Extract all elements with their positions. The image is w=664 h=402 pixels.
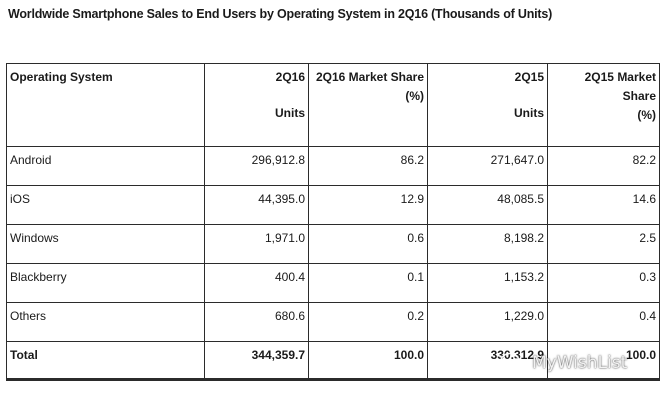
header-2q15-units: 2Q15 Units <box>427 63 548 147</box>
total-2q15-units: 330,312.9 <box>427 341 548 381</box>
header-2q16-share: 2Q16 Market Share (%) <box>308 63 428 147</box>
cell-2q16-units: 1,971.0 <box>204 224 309 264</box>
cell-2q16-units: 680.6 <box>204 302 309 342</box>
header-2q15-share: 2Q15 Market Share (%) <box>547 63 660 147</box>
cell-2q15-share: 14.6 <box>547 185 660 225</box>
cell-2q15-share: 82.2 <box>547 146 660 186</box>
cell-os: Others <box>6 302 205 342</box>
cell-2q16-share: 12.9 <box>308 185 428 225</box>
sales-table: Operating System 2Q16 Units 2Q16 Market … <box>6 63 660 381</box>
cell-2q16-share: 0.2 <box>308 302 428 342</box>
table-row: Android 296,912.8 86.2 271,647.0 82.2 <box>6 146 660 186</box>
cell-2q15-units: 48,085.5 <box>427 185 548 225</box>
cell-2q15-units: 1,153.2 <box>427 263 548 303</box>
cell-os: iOS <box>6 185 205 225</box>
cell-2q16-units: 296,912.8 <box>204 146 309 186</box>
cell-os: Windows <box>6 224 205 264</box>
cell-2q15-units: 1,229.0 <box>427 302 548 342</box>
total-2q16-share: 100.0 <box>308 341 428 381</box>
total-label: Total <box>6 341 205 381</box>
total-2q15-share: 100.0 <box>547 341 660 381</box>
cell-2q16-units: 400.4 <box>204 263 309 303</box>
table-row: iOS 44,395.0 12.9 48,085.5 14.6 <box>6 185 660 225</box>
table-row: Windows 1,971.0 0.6 8,198.2 2.5 <box>6 224 660 264</box>
cell-2q15-share: 0.3 <box>547 263 660 303</box>
cell-2q16-share: 0.1 <box>308 263 428 303</box>
cell-2q16-share: 86.2 <box>308 146 428 186</box>
cell-2q16-share: 0.6 <box>308 224 428 264</box>
cell-2q15-units: 271,647.0 <box>427 146 548 186</box>
cell-os: Blackberry <box>6 263 205 303</box>
cell-2q15-share: 2.5 <box>547 224 660 264</box>
header-2q16-units: 2Q16 Units <box>204 63 309 147</box>
table-total-row: Total 344,359.7 100.0 330,312.9 100.0 <box>6 341 660 381</box>
total-2q16-units: 344,359.7 <box>204 341 309 381</box>
cell-2q15-units: 8,198.2 <box>427 224 548 264</box>
header-os: Operating System <box>6 63 205 147</box>
table-header-row: Operating System 2Q16 Units 2Q16 Market … <box>6 63 660 147</box>
cell-2q15-share: 0.4 <box>547 302 660 342</box>
page-title: Worldwide Smartphone Sales to End Users … <box>8 7 553 21</box>
cell-2q16-units: 44,395.0 <box>204 185 309 225</box>
table-row: Others 680.6 0.2 1,229.0 0.4 <box>6 302 660 342</box>
cell-os: Android <box>6 146 205 186</box>
table-row: Blackberry 400.4 0.1 1,153.2 0.3 <box>6 263 660 303</box>
